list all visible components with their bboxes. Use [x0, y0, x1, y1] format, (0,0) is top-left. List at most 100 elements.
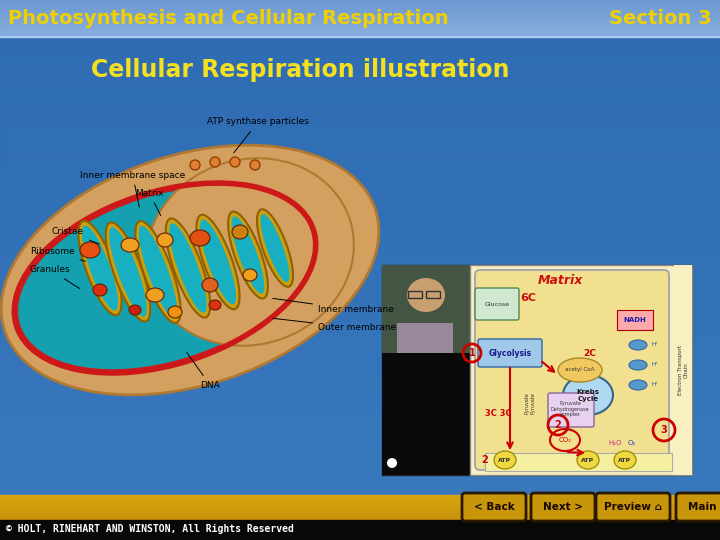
Bar [0, 208, 720, 209]
Bar [0, 393, 720, 394]
Bar [0, 397, 720, 398]
Bar [0, 109, 720, 110]
Bar [0, 354, 720, 355]
Bar [0, 169, 720, 170]
Bar [0, 189, 720, 190]
Bar [0, 319, 720, 320]
Bar [0, 412, 720, 413]
Bar [0, 483, 720, 484]
Bar [0, 12, 720, 13]
Bar [0, 315, 720, 316]
Bar [0, 462, 720, 463]
Bar [0, 11, 720, 12]
Bar [0, 311, 720, 312]
Bar [0, 104, 720, 105]
Bar [0, 242, 720, 243]
Text: Cellular Respiration illustration: Cellular Respiration illustration [91, 58, 509, 82]
FancyBboxPatch shape [531, 493, 595, 521]
Bar [0, 410, 720, 411]
Bar [0, 358, 720, 359]
Bar [0, 432, 720, 433]
Bar [0, 45, 720, 46]
Bar [0, 127, 720, 128]
Bar [0, 88, 720, 89]
Bar [0, 47, 720, 48]
Bar [0, 83, 720, 84]
Bar [0, 374, 720, 375]
Bar [0, 64, 720, 65]
Bar [0, 396, 720, 397]
Bar [0, 478, 720, 479]
Bar [0, 310, 720, 311]
Bar [0, 78, 720, 79]
Bar [0, 451, 720, 452]
Bar [0, 67, 720, 68]
Bar [0, 477, 720, 478]
Bar [0, 444, 720, 445]
Bar [0, 263, 720, 264]
Bar [0, 139, 720, 140]
Text: Inner membrane: Inner membrane [273, 299, 394, 314]
Bar [0, 280, 720, 281]
Bar [0, 167, 720, 168]
Bar [0, 475, 720, 476]
Bar [0, 380, 720, 381]
Bar [0, 313, 720, 314]
Bar [0, 230, 720, 231]
Bar [0, 229, 720, 230]
Bar [0, 36, 720, 37]
Bar [0, 259, 720, 260]
Text: H⁺: H⁺ [652, 342, 659, 348]
Bar [0, 10, 720, 11]
Bar [0, 27, 720, 28]
Bar [0, 473, 720, 474]
Bar [0, 119, 720, 120]
Bar [0, 271, 720, 272]
Bar [0, 433, 720, 434]
Bar [0, 103, 720, 104]
Bar [0, 8, 720, 9]
Bar [0, 453, 720, 454]
Text: 3: 3 [661, 425, 667, 435]
Bar [0, 236, 720, 237]
Bar [382, 265, 692, 475]
Bar [0, 461, 720, 462]
Bar [0, 465, 720, 466]
Bar [0, 138, 720, 139]
Bar [0, 459, 720, 460]
Text: Ribosome: Ribosome [30, 247, 86, 261]
Bar [0, 388, 720, 389]
Bar [0, 211, 720, 212]
Text: Glycolysis: Glycolysis [488, 348, 531, 357]
Bar [0, 413, 720, 414]
Bar [0, 77, 720, 78]
Bar [0, 58, 720, 59]
Bar [0, 61, 720, 62]
Bar [382, 353, 470, 475]
Bar [0, 238, 720, 239]
Bar [0, 383, 720, 384]
Bar [0, 405, 720, 406]
Bar [0, 416, 720, 417]
Bar [0, 378, 720, 379]
Bar [0, 231, 720, 232]
Bar [0, 345, 720, 346]
Bar [0, 50, 720, 51]
Bar [0, 107, 720, 108]
Bar [0, 80, 720, 81]
Bar [0, 23, 720, 24]
Bar [0, 304, 720, 305]
Ellipse shape [109, 227, 147, 317]
Bar [0, 467, 720, 468]
Bar [0, 203, 720, 204]
Bar [0, 428, 720, 429]
Bar [0, 479, 720, 480]
Bar [0, 352, 720, 353]
Bar [0, 286, 720, 287]
Bar [0, 443, 720, 444]
Bar [0, 126, 720, 127]
Bar [0, 160, 720, 161]
Bar [0, 71, 720, 72]
Bar [0, 471, 720, 472]
Bar [0, 70, 720, 71]
